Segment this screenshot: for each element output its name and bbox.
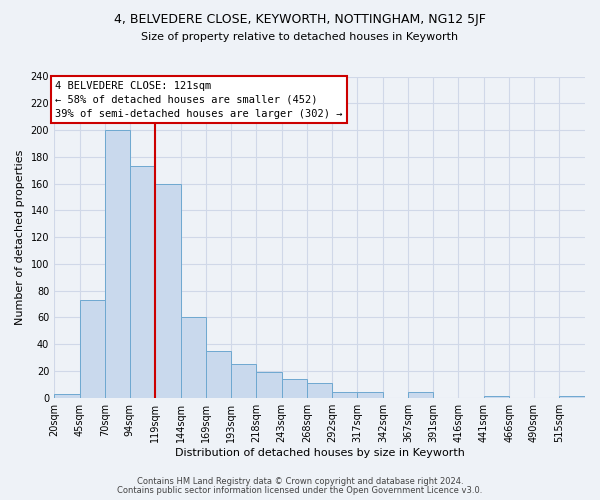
Bar [54, 394, 80, 398]
Bar [282, 379, 307, 398]
Bar [206, 351, 230, 398]
Text: Contains HM Land Registry data © Crown copyright and database right 2024.: Contains HM Land Registry data © Crown c… [137, 477, 463, 486]
Bar [307, 383, 332, 398]
Bar [256, 372, 282, 398]
Bar [332, 392, 358, 398]
Bar [80, 300, 105, 398]
X-axis label: Distribution of detached houses by size in Keyworth: Distribution of detached houses by size … [175, 448, 464, 458]
Bar [358, 392, 383, 398]
Bar [130, 166, 155, 398]
Text: 4 BELVEDERE CLOSE: 121sqm
← 58% of detached houses are smaller (452)
39% of semi: 4 BELVEDERE CLOSE: 121sqm ← 58% of detac… [55, 80, 343, 118]
Bar [559, 396, 585, 398]
Text: Contains public sector information licensed under the Open Government Licence v3: Contains public sector information licen… [118, 486, 482, 495]
Bar [484, 396, 509, 398]
Bar [155, 184, 181, 398]
Y-axis label: Number of detached properties: Number of detached properties [15, 150, 25, 325]
Bar [105, 130, 130, 398]
Bar [230, 364, 256, 398]
Bar [409, 392, 433, 398]
Text: Size of property relative to detached houses in Keyworth: Size of property relative to detached ho… [142, 32, 458, 42]
Text: 4, BELVEDERE CLOSE, KEYWORTH, NOTTINGHAM, NG12 5JF: 4, BELVEDERE CLOSE, KEYWORTH, NOTTINGHAM… [114, 12, 486, 26]
Bar [181, 318, 206, 398]
